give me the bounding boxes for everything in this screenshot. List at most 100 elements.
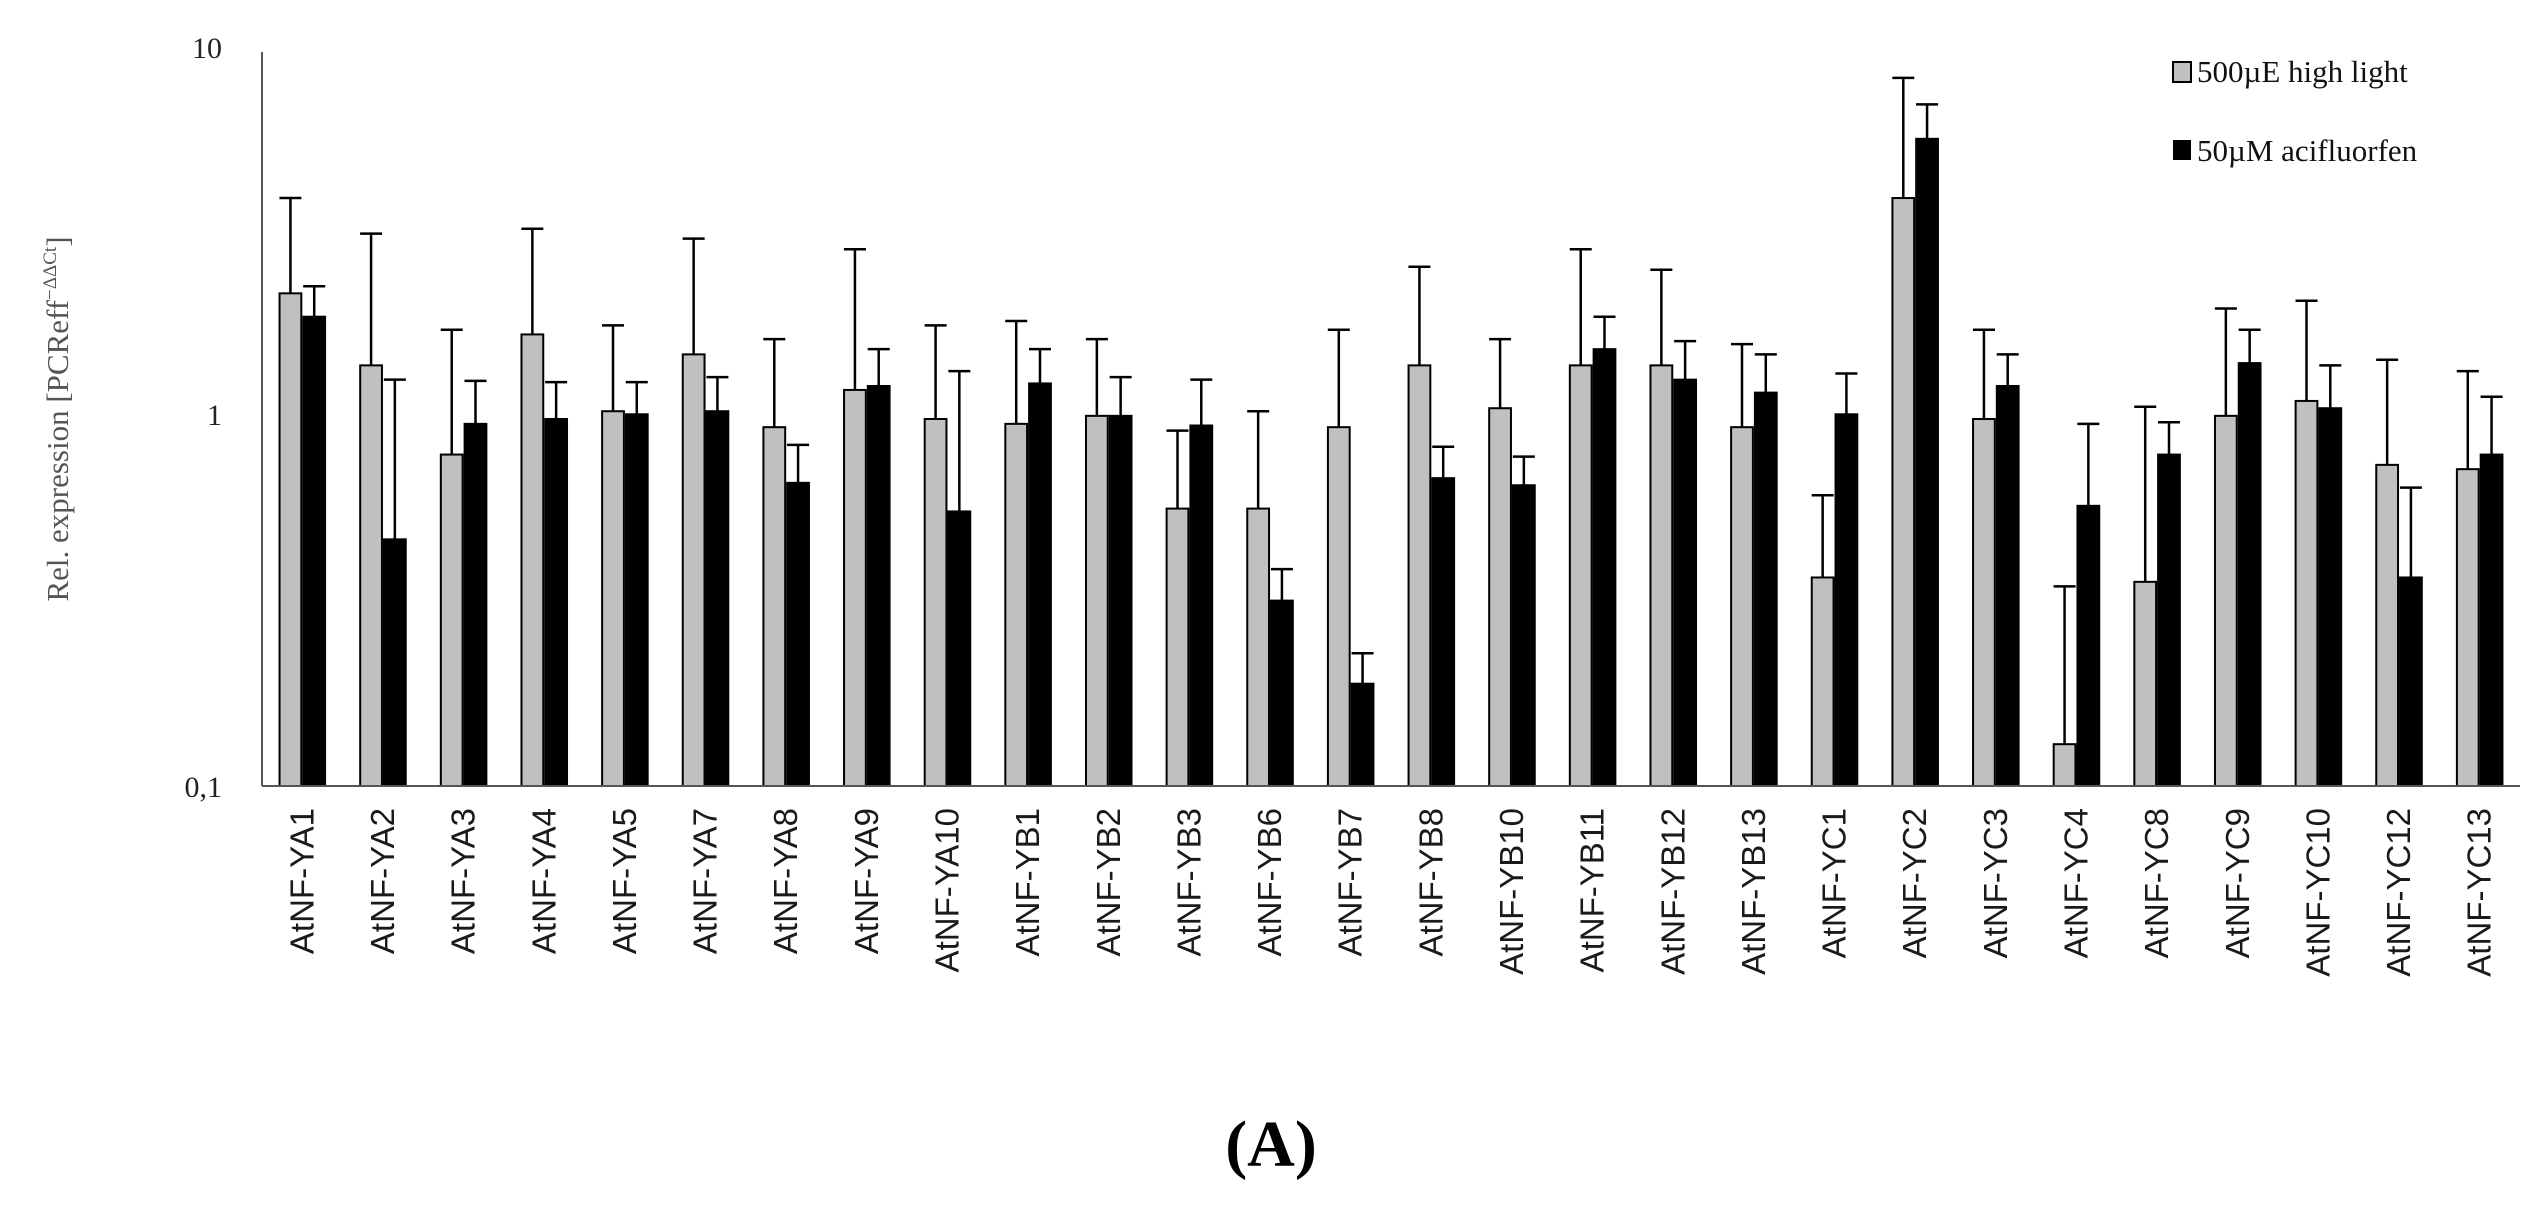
bar-high-light-AtNF-YA5 <box>601 410 625 787</box>
error-bar-acifluorfen-AtNF-YA10 <box>948 369 971 512</box>
error-bar-acifluorfen-AtNF-YB1 <box>1028 347 1051 384</box>
bar-high-light-AtNF-YA9 <box>843 388 867 787</box>
error-bar-acifluorfen-AtNF-YA7 <box>706 375 729 412</box>
error-bar-acifluorfen-AtNF-YA3 <box>464 379 487 424</box>
x-tick-label: AtNF-YA10 <box>928 808 965 972</box>
bar-acifluorfen-AtNF-YA2 <box>382 538 407 787</box>
legend-label-acifluorfen: 50µM acifluorfen <box>2197 133 2418 168</box>
error-bar-high-light-AtNF-YA4 <box>521 227 544 335</box>
y-tick-label: 0,1 <box>185 771 223 804</box>
bar-high-light-AtNF-YA1 <box>278 292 303 787</box>
error-bar-high-light-AtNF-YA1 <box>279 196 302 294</box>
error-bar-acifluorfen-AtNF-YC10 <box>2319 364 2342 409</box>
error-bar-high-light-AtNF-YB3 <box>1166 429 1189 509</box>
bar-high-light-AtNF-YA10 <box>923 418 948 787</box>
bar-acifluorfen-AtNF-YA10 <box>947 510 972 787</box>
error-bar-acifluorfen-AtNF-YA1 <box>303 284 326 317</box>
bar-acifluorfen-AtNF-YA8 <box>786 481 810 787</box>
bars-layer <box>278 137 2504 788</box>
error-bar-high-light-AtNF-YB7 <box>1327 328 1350 428</box>
bar-acifluorfen-AtNF-YB13 <box>1753 391 1778 787</box>
error-bar-high-light-AtNF-YC2 <box>1892 76 1915 199</box>
error-bar-high-light-AtNF-YA7 <box>682 237 705 355</box>
error-bar-acifluorfen-AtNF-YB7 <box>1351 651 1374 684</box>
error-bar-acifluorfen-AtNF-YB11 <box>1593 315 1616 350</box>
x-tick-label: AtNF-YA1 <box>283 808 320 954</box>
error-bar-acifluorfen-AtNF-YB3 <box>1190 378 1213 426</box>
error-bar-high-light-AtNF-YC3 <box>1972 328 1995 419</box>
bar-acifluorfen-AtNF-YC13 <box>2479 453 2504 787</box>
bar-high-light-AtNF-YB1 <box>1004 422 1029 787</box>
bar-high-light-AtNF-YB12 <box>1649 364 1674 787</box>
bar-acifluorfen-AtNF-YA7 <box>705 410 730 787</box>
x-tick-label: AtNF-YC4 <box>2057 808 2094 958</box>
error-bar-acifluorfen-AtNF-YA9 <box>867 347 890 387</box>
x-tick-label: AtNF-YA7 <box>687 808 724 954</box>
y-axis-label-close: ] <box>40 236 75 246</box>
error-bar-high-light-AtNF-YC8 <box>2134 405 2157 582</box>
bar-acifluorfen-AtNF-YC2 <box>1915 137 1939 788</box>
bar-high-light-AtNF-YB11 <box>1568 364 1593 787</box>
bar-high-light-AtNF-YB10 <box>1488 407 1512 787</box>
error-bar-high-light-AtNF-YA2 <box>360 232 383 366</box>
error-bar-high-light-AtNF-YA10 <box>924 324 947 419</box>
bar-acifluorfen-AtNF-YB7 <box>1350 682 1375 788</box>
error-bar-high-light-AtNF-YB1 <box>1005 319 1028 424</box>
bar-high-light-AtNF-YA7 <box>681 353 706 787</box>
error-bar-high-light-AtNF-YA9 <box>843 248 866 390</box>
error-bar-acifluorfen-AtNF-YA4 <box>545 380 568 419</box>
bar-high-light-AtNF-YC9 <box>2213 414 2238 787</box>
x-tick-label: AtNF-YC13 <box>2461 808 2498 977</box>
legend-swatch-acifluorfen <box>2173 140 2191 160</box>
bar-high-light-AtNF-YC12 <box>2375 463 2400 787</box>
error-bar-acifluorfen-AtNF-YB13 <box>1754 353 1777 393</box>
bar-high-light-AtNF-YB7 <box>1326 426 1351 787</box>
bar-high-light-AtNF-YB6 <box>1246 507 1271 787</box>
error-bar-acifluorfen-AtNF-YB6 <box>1270 567 1293 601</box>
bar-acifluorfen-AtNF-YB3 <box>1189 424 1214 787</box>
x-tick-label: AtNF-YC2 <box>1896 808 1933 958</box>
bar-high-light-AtNF-YA3 <box>439 453 464 787</box>
bar-high-light-AtNF-YC3 <box>1972 418 1996 787</box>
error-bar-high-light-AtNF-YB10 <box>1489 337 1512 409</box>
bar-acifluorfen-AtNF-YA9 <box>866 385 891 787</box>
bar-acifluorfen-AtNF-YC1 <box>1834 413 1859 787</box>
error-bar-acifluorfen-AtNF-YC8 <box>2157 420 2180 455</box>
bar-high-light-AtNF-YB3 <box>1165 507 1190 787</box>
bar-high-light-AtNF-YA2 <box>359 364 383 787</box>
x-tick-label: AtNF-YB7 <box>1332 808 1369 957</box>
x-tick-labels: AtNF-YA1 AtNF-YA2 AtNF-YA3 AtNF-YA4 AtNF-YA5… <box>283 808 2497 977</box>
error-bar-acifluorfen-AtNF-YB8 <box>1432 445 1455 479</box>
bar-acifluorfen-AtNF-YB1 <box>1028 382 1052 787</box>
bar-high-light-AtNF-YB2 <box>1084 414 1109 787</box>
bar-acifluorfen-AtNF-YC4 <box>2076 504 2101 787</box>
bar-high-light-AtNF-YC4 <box>2052 743 2077 788</box>
bar-acifluorfen-AtNF-YB10 <box>1511 484 1536 787</box>
bar-high-light-AtNF-YA8 <box>762 426 787 787</box>
y-axis-label-superscript: −ΔΔCt <box>40 246 61 300</box>
error-bar-high-light-AtNF-YB8 <box>1408 265 1431 366</box>
error-bar-high-light-AtNF-YA3 <box>440 328 463 455</box>
error-bar-acifluorfen-AtNF-YC13 <box>2480 395 2503 455</box>
error-bar-acifluorfen-AtNF-YC12 <box>2399 486 2422 578</box>
x-tick-label: AtNF-YB11 <box>1574 808 1611 972</box>
error-bar-high-light-AtNF-YB13 <box>1731 342 1754 428</box>
error-bar-acifluorfen-AtNF-YB2 <box>1109 375 1132 416</box>
error-bar-high-light-AtNF-YB11 <box>1569 248 1592 366</box>
bar-acifluorfen-AtNF-YB6 <box>1270 599 1294 788</box>
error-bar-high-light-AtNF-YB12 <box>1650 268 1673 366</box>
bar-acifluorfen-AtNF-YC3 <box>1995 385 2020 787</box>
error-bar-acifluorfen-AtNF-YC1 <box>1835 372 1858 415</box>
error-bar-acifluorfen-AtNF-YB10 <box>1512 455 1535 486</box>
error-bar-acifluorfen-AtNF-YC2 <box>1916 103 1939 139</box>
y-tick-label: 1 <box>207 399 222 432</box>
bar-high-light-AtNF-YB8 <box>1407 364 1432 787</box>
bar-acifluorfen-AtNF-YA5 <box>624 413 649 787</box>
bar-acifluorfen-AtNF-YC8 <box>2157 453 2181 787</box>
error-bar-high-light-AtNF-YB6 <box>1247 409 1270 509</box>
x-tick-label: AtNF-YB8 <box>1412 808 1449 957</box>
x-tick-label: AtNF-YA9 <box>848 808 885 954</box>
x-tick-label: AtNF-YC3 <box>1977 808 2014 958</box>
error-bar-high-light-AtNF-YC13 <box>2456 369 2479 470</box>
